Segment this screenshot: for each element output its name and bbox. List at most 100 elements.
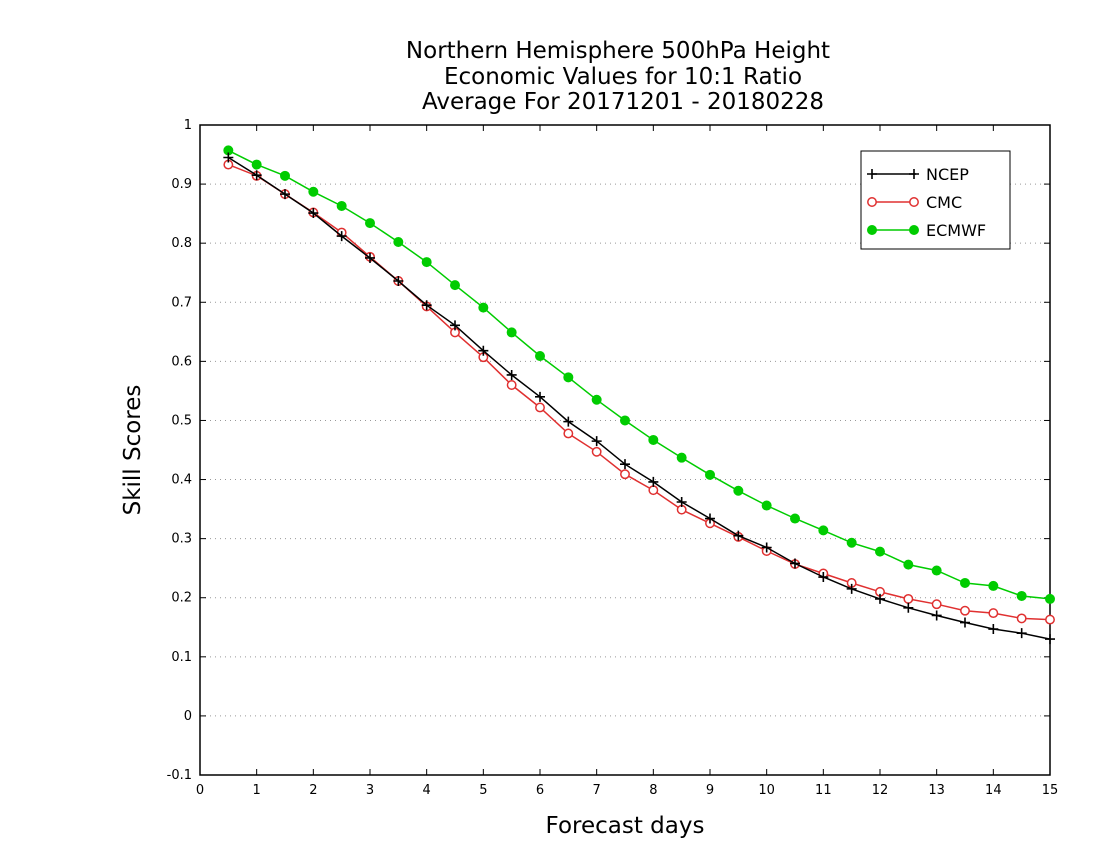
point-ecmwf bbox=[733, 485, 744, 496]
x-axis: 0 1 2 3 4 5 6 7 8 9 10 11 12 13 14 15 bbox=[196, 125, 1058, 798]
plot-frame bbox=[199, 124, 1051, 776]
point-ncep bbox=[846, 583, 857, 594]
point-ecmwf bbox=[478, 302, 489, 313]
point-ecmwf bbox=[903, 559, 914, 570]
chart-title: Northern Hemisphere 500hPa Height Econom… bbox=[406, 38, 830, 115]
point-ncep bbox=[875, 593, 885, 604]
x-tick-label: 2 bbox=[309, 783, 317, 798]
point-ncep bbox=[903, 602, 914, 613]
y-tick-label: 0.6 bbox=[171, 354, 192, 369]
y-tick-label: 0 bbox=[184, 709, 192, 724]
point-cmc bbox=[1045, 614, 1055, 625]
point-cmc bbox=[960, 605, 970, 616]
point-cmc bbox=[535, 402, 545, 413]
x-tick-label: 10 bbox=[758, 783, 775, 798]
y-tick-label: 0.7 bbox=[171, 295, 192, 310]
legend-label-cmc: CMC bbox=[926, 193, 962, 212]
y-axis: -0.1 0 0.1 0.2 0.3 0.4 0.5 0.6 0.7 0.8 0.9 1 bbox=[167, 118, 1050, 783]
point-ecmwf bbox=[393, 237, 404, 247]
legend-marker-cmc bbox=[909, 197, 919, 207]
x-tick-label: 6 bbox=[536, 783, 544, 798]
point-ncep bbox=[676, 497, 687, 507]
y-tick-label: 0.1 bbox=[171, 650, 192, 665]
point-cmc bbox=[563, 428, 574, 439]
legend-item-ncep: NCEP bbox=[867, 165, 969, 184]
point-cmc bbox=[648, 485, 659, 496]
point-ncep bbox=[421, 300, 432, 311]
point-ncep bbox=[988, 624, 999, 635]
legend-label-ecmwf: ECMWF bbox=[926, 221, 986, 240]
point-ecmwf bbox=[676, 452, 687, 463]
point-ecmwf bbox=[988, 580, 999, 591]
x-tick-label: 9 bbox=[706, 783, 714, 798]
x-tick-label: 7 bbox=[593, 783, 601, 798]
x-tick-label: 15 bbox=[1042, 783, 1059, 798]
point-ecmwf bbox=[705, 469, 715, 480]
x-tick-label: 1 bbox=[253, 783, 261, 798]
y-tick-label: 0.8 bbox=[171, 236, 192, 251]
point-ecmwf bbox=[421, 257, 432, 268]
y-axis-label: Skill Scores bbox=[120, 385, 146, 516]
point-ncep bbox=[251, 170, 262, 181]
point-ncep bbox=[931, 610, 942, 621]
point-cmc bbox=[620, 469, 630, 480]
point-ecmwf bbox=[875, 546, 885, 557]
point-ecmwf bbox=[280, 170, 290, 181]
point-ncep bbox=[365, 252, 375, 263]
y-tick-label: 1 bbox=[184, 118, 192, 133]
x-tick-label: 4 bbox=[423, 783, 431, 798]
point-ncep bbox=[478, 345, 489, 356]
point-ncep bbox=[1045, 634, 1055, 645]
y-tick-label: 0.4 bbox=[171, 473, 192, 488]
title-line-1: Northern Hemisphere 500hPa Height bbox=[406, 38, 830, 64]
series-line-ncep bbox=[227, 156, 1051, 640]
x-tick-label: 0 bbox=[196, 783, 204, 798]
legend-label-ncep: NCEP bbox=[926, 165, 969, 184]
point-ecmwf bbox=[648, 434, 659, 445]
point-ncep bbox=[1016, 628, 1027, 639]
point-ecmwf bbox=[846, 537, 857, 548]
gridlines bbox=[200, 183, 1050, 717]
x-tick-label: 12 bbox=[872, 783, 889, 798]
x-tick-label: 8 bbox=[649, 783, 657, 798]
series-group bbox=[223, 145, 1055, 645]
legend-item-cmc: CMC bbox=[867, 193, 962, 212]
point-ecmwf bbox=[1016, 590, 1027, 601]
y-tick-label: 0.2 bbox=[171, 591, 192, 606]
point-ecmwf bbox=[591, 394, 602, 405]
legend: NCEP CMC ECMWF bbox=[860, 150, 1011, 250]
point-ncep bbox=[336, 231, 347, 242]
y-tick-label: 0.9 bbox=[171, 177, 192, 192]
title-line-2: Economic Values for 10:1 Ratio bbox=[444, 64, 802, 90]
legend-box bbox=[860, 150, 1011, 250]
point-cmc bbox=[506, 380, 517, 390]
point-cmc bbox=[903, 593, 914, 604]
point-ecmwf bbox=[563, 372, 574, 383]
x-tick-label: 5 bbox=[479, 783, 487, 798]
legend-marker-cmc bbox=[867, 197, 877, 207]
point-ecmwf bbox=[761, 500, 772, 511]
point-ncep bbox=[648, 476, 659, 487]
x-tick-label: 13 bbox=[928, 783, 945, 798]
point-ncep bbox=[535, 391, 545, 402]
legend-marker-ncep bbox=[867, 169, 877, 179]
point-ecmwf bbox=[365, 218, 375, 229]
x-axis-label: Forecast days bbox=[546, 813, 705, 839]
y-tick-label: 0.5 bbox=[171, 413, 192, 428]
point-ncep bbox=[308, 208, 319, 219]
point-cmc bbox=[988, 608, 999, 619]
legend-item-ecmwf: ECMWF bbox=[867, 221, 986, 240]
point-cmc bbox=[931, 599, 942, 610]
point-ecmwf bbox=[308, 186, 319, 197]
point-ecmwf bbox=[506, 327, 517, 338]
point-ecmwf bbox=[818, 525, 829, 536]
x-tick-label: 3 bbox=[366, 783, 374, 798]
point-ncep bbox=[280, 189, 290, 200]
legend-marker-ncep bbox=[909, 169, 919, 179]
title-line-3: Average For 20171201 - 20180228 bbox=[422, 89, 824, 115]
point-ecmwf bbox=[1045, 593, 1055, 604]
point-ncep bbox=[620, 459, 630, 470]
point-ecmwf bbox=[960, 577, 970, 588]
point-cmc bbox=[591, 446, 602, 457]
